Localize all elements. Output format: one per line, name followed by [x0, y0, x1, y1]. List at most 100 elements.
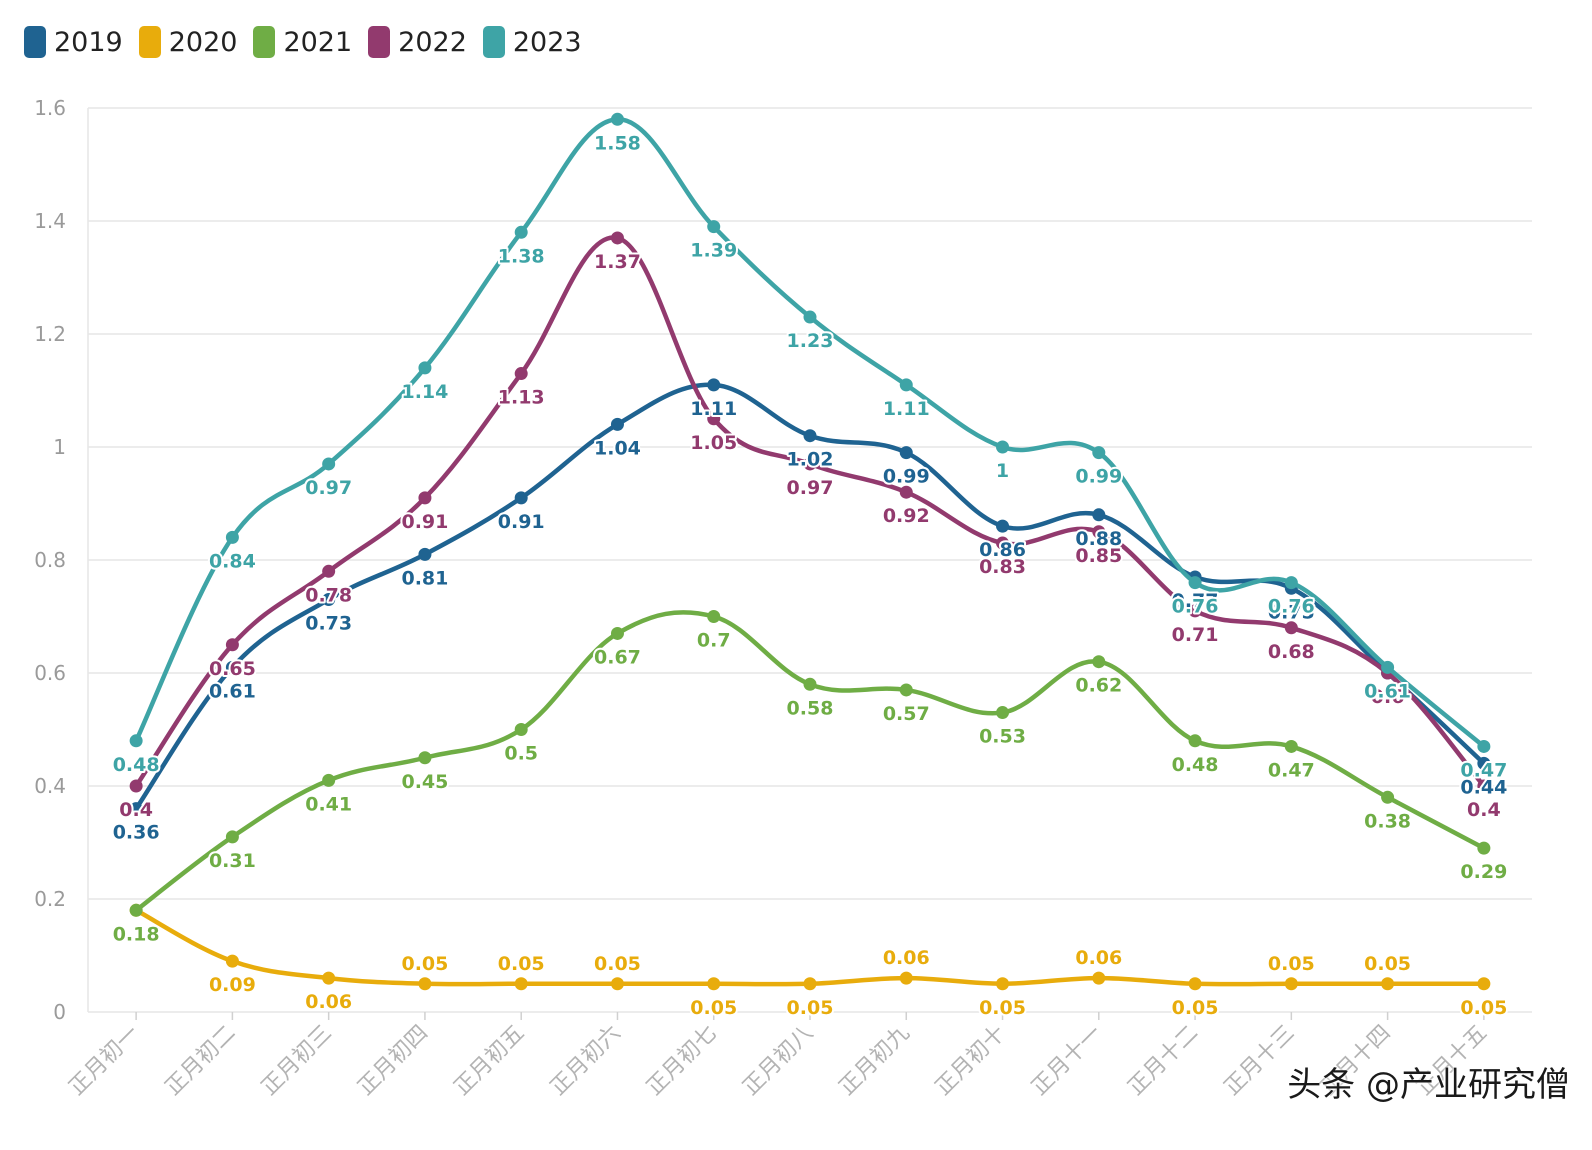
data-point	[996, 977, 1010, 991]
data-label: 1.58	[594, 132, 641, 154]
data-label: 0.05	[401, 953, 448, 975]
data-label: 0.05	[1364, 953, 1411, 975]
data-point	[1092, 508, 1106, 522]
data-point	[1477, 779, 1491, 793]
data-label: 1.05	[690, 432, 737, 454]
data-point	[1381, 660, 1395, 674]
series-2023	[129, 112, 1491, 753]
data-label: 0.48	[1172, 754, 1219, 776]
legend-swatch	[253, 26, 276, 58]
legend-item[interactable]: 2023	[482, 26, 582, 58]
data-point	[1477, 841, 1491, 855]
data-point	[707, 977, 721, 991]
data-label: 0.58	[787, 697, 834, 719]
legend-label: 2022	[398, 26, 467, 58]
y-tick-label: 0.4	[34, 774, 66, 798]
data-point	[899, 971, 913, 985]
data-label: 0.4	[1467, 799, 1501, 821]
data-point	[1477, 756, 1491, 770]
x-tick-label: 正月十二	[1123, 1021, 1203, 1101]
data-label: 0.97	[787, 477, 834, 499]
data-label: 0.99	[1075, 466, 1122, 488]
data-point	[899, 683, 913, 697]
data-point	[1188, 734, 1202, 748]
watermark: 头条 @产业研究僧	[1287, 1065, 1570, 1105]
x-tick-label: 正月初一	[64, 1021, 144, 1101]
data-label: 0.44	[1460, 776, 1507, 798]
data-point	[996, 706, 1010, 720]
data-point	[1477, 739, 1491, 753]
x-tick-label: 正月初六	[546, 1021, 626, 1101]
data-label: 0.85	[1075, 545, 1122, 567]
data-label: 1.39	[690, 240, 737, 262]
data-label: 1	[996, 460, 1009, 482]
data-label: 0.06	[305, 991, 352, 1013]
data-label: 0.76	[1268, 596, 1315, 618]
data-point	[1284, 576, 1298, 590]
data-label: 1.13	[498, 387, 545, 409]
y-tick-label: 1.4	[34, 209, 66, 233]
data-label: 0.47	[1460, 759, 1507, 781]
data-label: 0.81	[401, 567, 448, 589]
x-tick-label: 正月十一	[1027, 1021, 1107, 1101]
y-tick-label: 0.2	[34, 887, 66, 911]
data-point	[418, 491, 432, 505]
data-point	[1188, 576, 1202, 590]
data-label: 0.67	[594, 646, 641, 668]
data-label: 0.83	[979, 556, 1026, 578]
x-tick-label: 正月初九	[835, 1021, 915, 1101]
legend-item[interactable]: 2020	[138, 26, 238, 58]
data-point	[707, 610, 721, 623]
data-label: 0.09	[209, 974, 256, 996]
data-label: 0.6	[1371, 686, 1405, 708]
legend-swatch	[138, 26, 161, 58]
legend-item[interactable]: 2019	[24, 26, 123, 58]
data-point	[803, 977, 817, 991]
data-label: 0.18	[113, 923, 160, 945]
data-label: 0.91	[498, 511, 545, 533]
data-label: 0.05	[979, 997, 1026, 1019]
data-point	[322, 593, 336, 607]
data-point	[514, 225, 528, 239]
legend-swatch	[24, 26, 46, 58]
data-point	[129, 734, 143, 748]
data-point	[996, 536, 1010, 550]
legend-label: 2020	[168, 26, 238, 58]
data-label: 0.84	[209, 550, 256, 572]
x-tick-label: 正月初五	[450, 1021, 530, 1101]
data-point	[514, 723, 528, 736]
series-2020	[129, 903, 1491, 991]
y-tick-label: 1.2	[34, 322, 66, 346]
data-label: 0.99	[883, 466, 930, 488]
data-point	[1188, 604, 1202, 618]
x-tick-label: 正月初八	[738, 1021, 818, 1101]
legend-swatch	[482, 26, 505, 58]
data-point	[322, 564, 336, 578]
data-label: 0.88	[1075, 528, 1122, 550]
data-point	[707, 412, 721, 426]
data-label: 1.38	[498, 245, 545, 267]
x-tick-label: 正月初七	[642, 1021, 722, 1101]
data-label: 0.36	[113, 822, 160, 844]
data-label: 0.68	[1268, 641, 1315, 663]
data-label: 0.05	[594, 953, 641, 975]
data-label: 0.05	[1268, 953, 1315, 975]
data-point	[610, 626, 624, 640]
data-point	[225, 954, 239, 968]
data-label: 0.29	[1460, 861, 1507, 883]
y-tick-label: 0	[53, 1000, 66, 1024]
data-label: 0.71	[1172, 624, 1219, 646]
data-label: 0.31	[209, 850, 256, 872]
legend-item[interactable]: 2022	[368, 26, 467, 58]
data-point	[514, 491, 528, 505]
data-point	[1188, 977, 1202, 991]
legend-label: 2019	[54, 26, 123, 58]
data-point	[418, 361, 432, 375]
data-point	[1092, 971, 1106, 985]
x-tick-label: 正月初四	[353, 1021, 433, 1101]
legend-item[interactable]: 2021	[253, 26, 352, 58]
data-point	[514, 367, 528, 381]
legend-swatch	[368, 26, 391, 58]
data-point	[418, 751, 432, 765]
